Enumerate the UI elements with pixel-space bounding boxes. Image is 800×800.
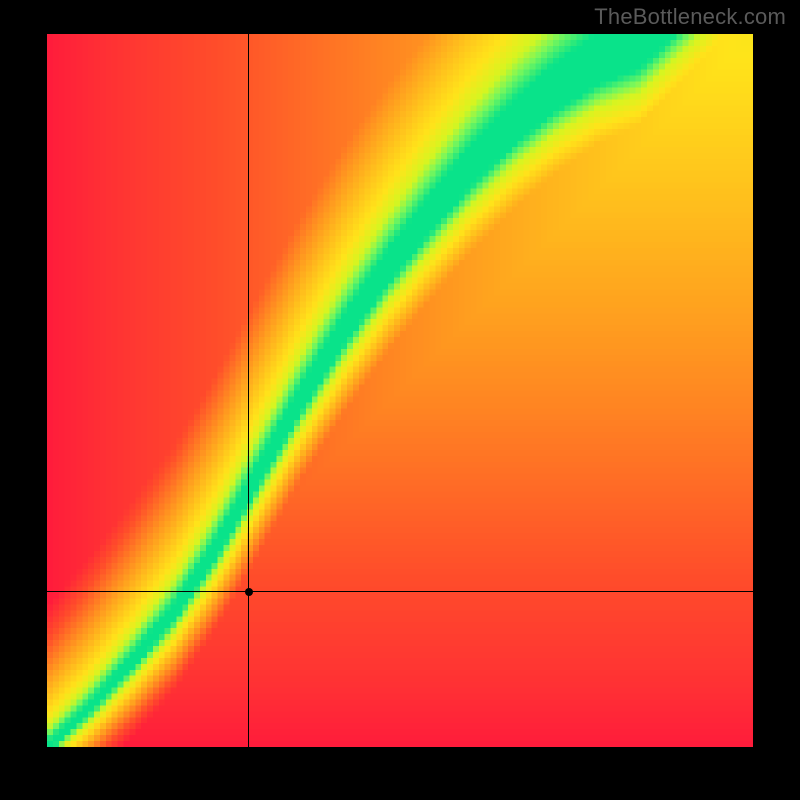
crosshair-dot	[245, 588, 253, 596]
watermark-text: TheBottleneck.com	[594, 4, 786, 30]
bottleneck-heatmap	[47, 34, 753, 747]
crosshair-horizontal	[47, 591, 753, 592]
crosshair-vertical	[248, 34, 249, 747]
